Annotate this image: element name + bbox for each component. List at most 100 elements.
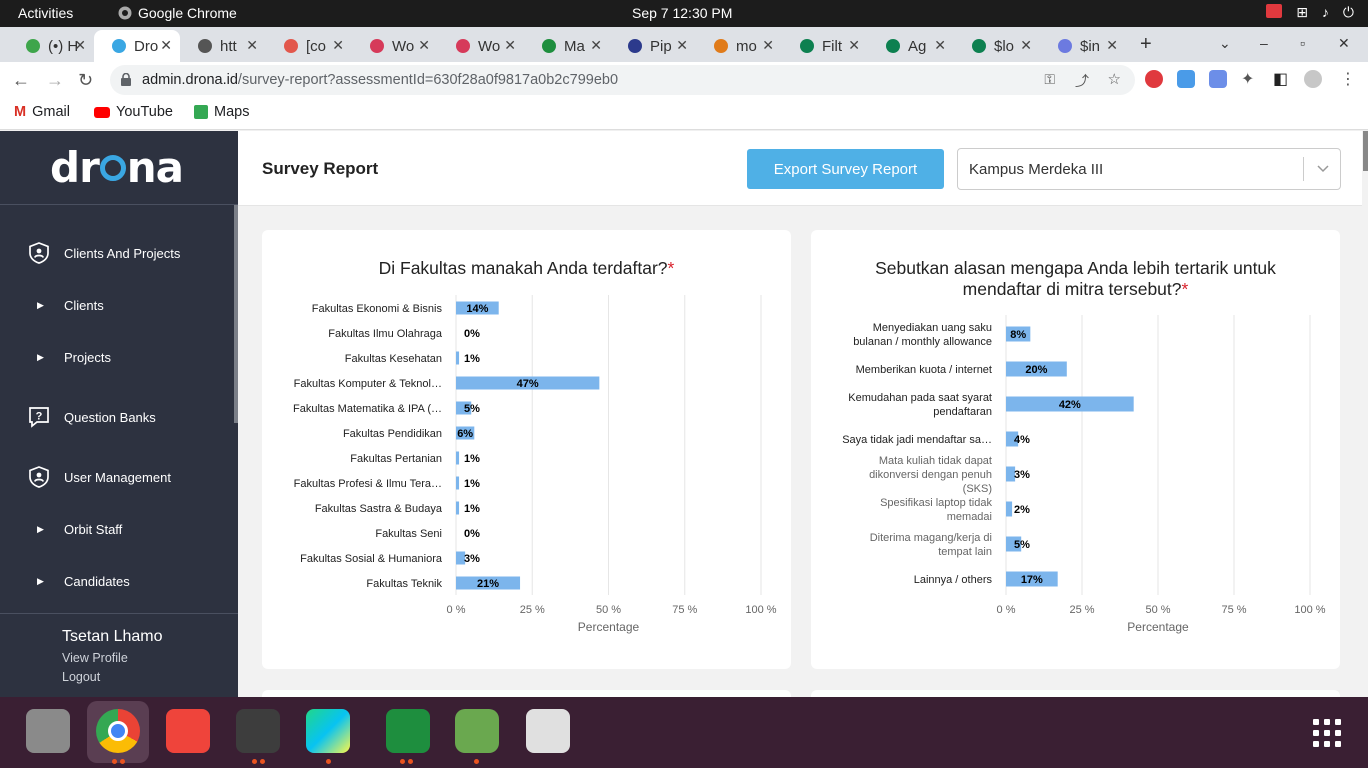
tab-search-icon[interactable]: ⌄ — [1219, 35, 1231, 51]
webstorm-app-icon[interactable] — [306, 709, 350, 753]
rocket-app-icon[interactable] — [455, 709, 499, 753]
export-survey-report-button[interactable]: Export Survey Report — [747, 149, 944, 189]
key-icon[interactable]: ⚿ — [1044, 71, 1055, 87]
files-app-icon[interactable] — [26, 709, 70, 753]
new-tab-button[interactable]: + — [1140, 33, 1152, 55]
tab-close-icon[interactable]: ✕ — [1106, 37, 1118, 53]
sidebar-item-user-management[interactable]: User Management — [0, 457, 234, 497]
bookmark-star-icon[interactable]: ☆ — [1107, 71, 1121, 88]
browser-tab[interactable]: (•) H ✕ — [8, 30, 94, 62]
browser-tab[interactable]: Wo ✕ — [438, 30, 524, 62]
tab-close-icon[interactable]: ✕ — [590, 37, 602, 53]
extensions-puzzle-icon[interactable]: ✦ — [1241, 71, 1255, 88]
forward-icon[interactable]: → — [46, 70, 64, 90]
tab-close-icon[interactable]: ✕ — [504, 37, 516, 53]
browser-tab[interactable]: Wo ✕ — [352, 30, 438, 62]
sidebar-scrollbar[interactable] — [234, 205, 238, 423]
side-panel-icon[interactable]: ◧ — [1273, 71, 1289, 88]
browser-tab[interactable]: [co ✕ — [266, 30, 352, 62]
bar[interactable] — [1006, 326, 1031, 342]
browser-tab[interactable]: Ag ✕ — [868, 30, 954, 62]
activities-button[interactable]: Activities — [18, 5, 74, 21]
bar[interactable] — [1006, 536, 1022, 552]
tab-close-icon[interactable]: ✕ — [1020, 37, 1032, 53]
sidebar-item-question-banks[interactable]: ? Question Banks — [0, 397, 234, 437]
browser-tab[interactable]: $lo ✕ — [954, 30, 1040, 62]
browser-tab[interactable]: Dro ✕ — [94, 30, 180, 62]
bookmark-maps[interactable]: Maps — [194, 104, 249, 120]
sidebar-item-candidates[interactable]: ▶ Candidates — [0, 561, 234, 601]
bar[interactable] — [1006, 396, 1134, 412]
lock-icon[interactable] — [120, 73, 132, 86]
anydesk-tray-icon[interactable] — [1266, 4, 1283, 18]
browser-tab[interactable]: mo ✕ — [696, 30, 782, 62]
network-icon[interactable]: ⊞ — [1296, 4, 1308, 20]
reload-icon[interactable]: ↻ — [78, 70, 94, 90]
tab-close-icon[interactable]: ✕ — [848, 37, 860, 53]
trash-icon[interactable] — [526, 709, 570, 753]
bar[interactable] — [456, 551, 466, 565]
system-tray[interactable]: ⊞ ♪ ⏻ — [1266, 4, 1354, 21]
main-scrollbar[interactable] — [1363, 131, 1368, 171]
minimize-button[interactable]: – — [1260, 35, 1268, 51]
spreadsheet-app-icon[interactable] — [386, 709, 430, 753]
sidebar-item-projects[interactable]: ▶ Projects — [0, 337, 234, 377]
clock[interactable]: Sep 7 12:30 PM — [632, 5, 733, 21]
running-indicator — [400, 759, 405, 764]
tab-close-icon[interactable]: ✕ — [418, 37, 430, 53]
bar[interactable] — [456, 451, 460, 465]
extension-blue-icon[interactable] — [1177, 70, 1195, 88]
chevron-down-icon[interactable] — [1316, 161, 1330, 175]
logo-o-icon — [99, 154, 126, 181]
sidebar-item-clients[interactable]: ▶ Clients — [0, 285, 234, 325]
browser-tab[interactable]: $in ✕ — [1040, 30, 1126, 62]
anydesk-app-icon[interactable] — [166, 709, 210, 753]
show-apps-grid-icon[interactable] — [1311, 717, 1343, 749]
power-icon[interactable]: ⏻ — [1342, 4, 1354, 20]
extension-screen-icon[interactable] — [1209, 70, 1227, 88]
maximize-button[interactable]: ▫ — [1300, 35, 1305, 51]
close-window-button[interactable]: ✕ — [1338, 35, 1350, 51]
project-select[interactable]: Kampus Merdeka III — [957, 148, 1341, 190]
bar[interactable] — [1006, 466, 1016, 482]
volume-icon[interactable]: ♪ — [1321, 4, 1329, 20]
tab-close-icon[interactable]: ✕ — [676, 37, 688, 53]
browser-tab[interactable]: Filt ✕ — [782, 30, 868, 62]
view-profile-link[interactable]: View Profile — [62, 651, 128, 665]
app-menu[interactable]: Google Chrome — [118, 5, 237, 21]
bar[interactable] — [456, 501, 460, 515]
bar[interactable] — [456, 476, 460, 490]
tab-close-icon[interactable]: ✕ — [332, 37, 344, 53]
address-bar[interactable]: admin.drona.id/survey-report?assessmentI… — [110, 65, 1135, 95]
bar[interactable] — [456, 301, 499, 315]
bar[interactable] — [456, 376, 600, 390]
sidebar-item-clients-and-projects[interactable]: Clients And Projects — [0, 233, 234, 273]
tab-close-icon[interactable]: ✕ — [160, 37, 172, 53]
tab-close-icon[interactable]: ✕ — [934, 37, 946, 53]
bar[interactable] — [1006, 431, 1019, 447]
bar[interactable] — [456, 351, 460, 365]
bar[interactable] — [1006, 571, 1058, 587]
tab-close-icon[interactable]: ✕ — [246, 37, 258, 53]
terminal-app-icon[interactable] — [236, 709, 280, 753]
bookmark-youtube[interactable]: YouTube — [94, 104, 173, 120]
back-icon[interactable]: ← — [12, 70, 30, 90]
extension-red-icon[interactable] — [1145, 70, 1163, 88]
browser-tab[interactable]: Pip ✕ — [610, 30, 696, 62]
tab-close-icon[interactable]: ✕ — [762, 37, 774, 53]
chrome-menu-icon[interactable]: ⋮ — [1340, 71, 1356, 88]
bar[interactable] — [1006, 501, 1013, 517]
drona-logo[interactable]: dr na — [50, 143, 184, 192]
logout-link[interactable]: Logout — [62, 670, 101, 684]
browser-tab[interactable]: Ma ✕ — [524, 30, 610, 62]
sidebar-item-orbit-staff[interactable]: ▶ Orbit Staff — [0, 509, 234, 549]
bar[interactable] — [1006, 361, 1067, 377]
profile-avatar-icon[interactable] — [1304, 70, 1322, 88]
tab-close-icon[interactable]: ✕ — [74, 37, 86, 53]
bar[interactable] — [456, 576, 521, 590]
bookmark-gmail[interactable]: M Gmail — [14, 104, 70, 120]
bar[interactable] — [456, 401, 472, 415]
browser-tab[interactable]: htt ✕ — [180, 30, 266, 62]
bar[interactable] — [456, 426, 475, 440]
share-icon[interactable]: ⤴ — [1075, 73, 1089, 89]
